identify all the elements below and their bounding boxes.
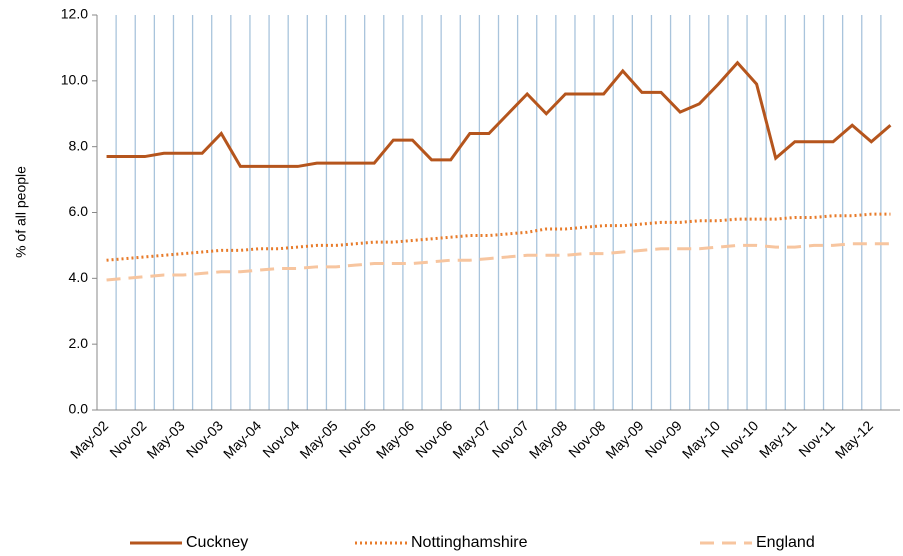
legend-label: Nottinghamshire <box>411 534 528 551</box>
y-tick-label: 2.0 <box>69 335 89 351</box>
x-tick-label: Nov-02 <box>106 417 149 460</box>
x-tick-label: May-08 <box>526 417 570 461</box>
x-tick-label: Nov-08 <box>565 417 608 460</box>
x-tick-label: May-10 <box>679 417 723 461</box>
x-tick-label: May-03 <box>143 417 187 461</box>
x-tick-label: Nov-06 <box>412 417 455 460</box>
x-tick-label: Nov-10 <box>718 417 761 460</box>
series-line <box>106 60 892 168</box>
x-tick-label: May-09 <box>602 417 646 461</box>
x-tick-label: May-12 <box>832 417 876 461</box>
y-tick-label: 8.0 <box>69 137 89 153</box>
x-tick-label: Nov-03 <box>183 417 226 460</box>
y-tick-label: 6.0 <box>69 203 89 219</box>
y-tick-label: 10.0 <box>61 72 88 88</box>
series-line <box>106 212 891 262</box>
legend-label: England <box>756 534 815 551</box>
x-tick-label: May-07 <box>449 417 493 461</box>
x-tick-label: Nov-07 <box>489 417 532 460</box>
y-tick-label: 0.0 <box>69 401 89 417</box>
x-tick-label: May-04 <box>220 417 264 461</box>
x-tick-label: May-11 <box>756 417 800 461</box>
x-tick-label: May-06 <box>373 417 417 461</box>
x-tick-label: Nov-09 <box>642 417 685 460</box>
x-tick-label: Nov-05 <box>336 417 379 460</box>
x-tick-label: Nov-11 <box>795 417 838 460</box>
y-tick-label: 4.0 <box>69 269 89 285</box>
x-tick-label: Nov-04 <box>259 417 302 460</box>
y-axis-label: % of all people <box>13 166 29 258</box>
x-tick-label: May-05 <box>296 417 340 461</box>
y-tick-label: 12.0 <box>61 6 88 22</box>
legend-label: Cuckney <box>186 534 248 551</box>
x-tick-label: May-02 <box>67 417 111 461</box>
